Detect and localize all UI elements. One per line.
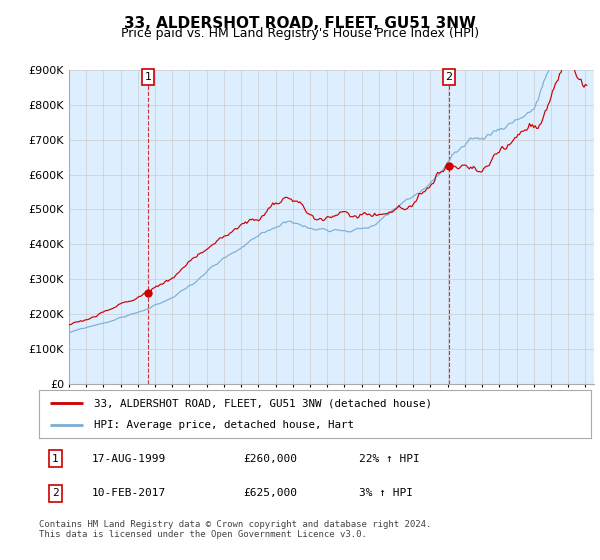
Text: 10-FEB-2017: 10-FEB-2017 (91, 488, 166, 498)
Text: 1: 1 (52, 454, 59, 464)
Text: 17-AUG-1999: 17-AUG-1999 (91, 454, 166, 464)
Text: 3% ↑ HPI: 3% ↑ HPI (359, 488, 413, 498)
Text: £625,000: £625,000 (243, 488, 297, 498)
Text: 33, ALDERSHOT ROAD, FLEET, GU51 3NW: 33, ALDERSHOT ROAD, FLEET, GU51 3NW (124, 16, 476, 31)
Text: £260,000: £260,000 (243, 454, 297, 464)
Text: 2: 2 (446, 72, 452, 82)
Text: Contains HM Land Registry data © Crown copyright and database right 2024.
This d: Contains HM Land Registry data © Crown c… (39, 520, 431, 539)
Text: HPI: Average price, detached house, Hart: HPI: Average price, detached house, Hart (94, 420, 354, 430)
Text: 1: 1 (145, 72, 151, 82)
Text: Price paid vs. HM Land Registry's House Price Index (HPI): Price paid vs. HM Land Registry's House … (121, 27, 479, 40)
Text: 33, ALDERSHOT ROAD, FLEET, GU51 3NW (detached house): 33, ALDERSHOT ROAD, FLEET, GU51 3NW (det… (94, 398, 432, 408)
Text: 22% ↑ HPI: 22% ↑ HPI (359, 454, 420, 464)
Text: 2: 2 (52, 488, 59, 498)
